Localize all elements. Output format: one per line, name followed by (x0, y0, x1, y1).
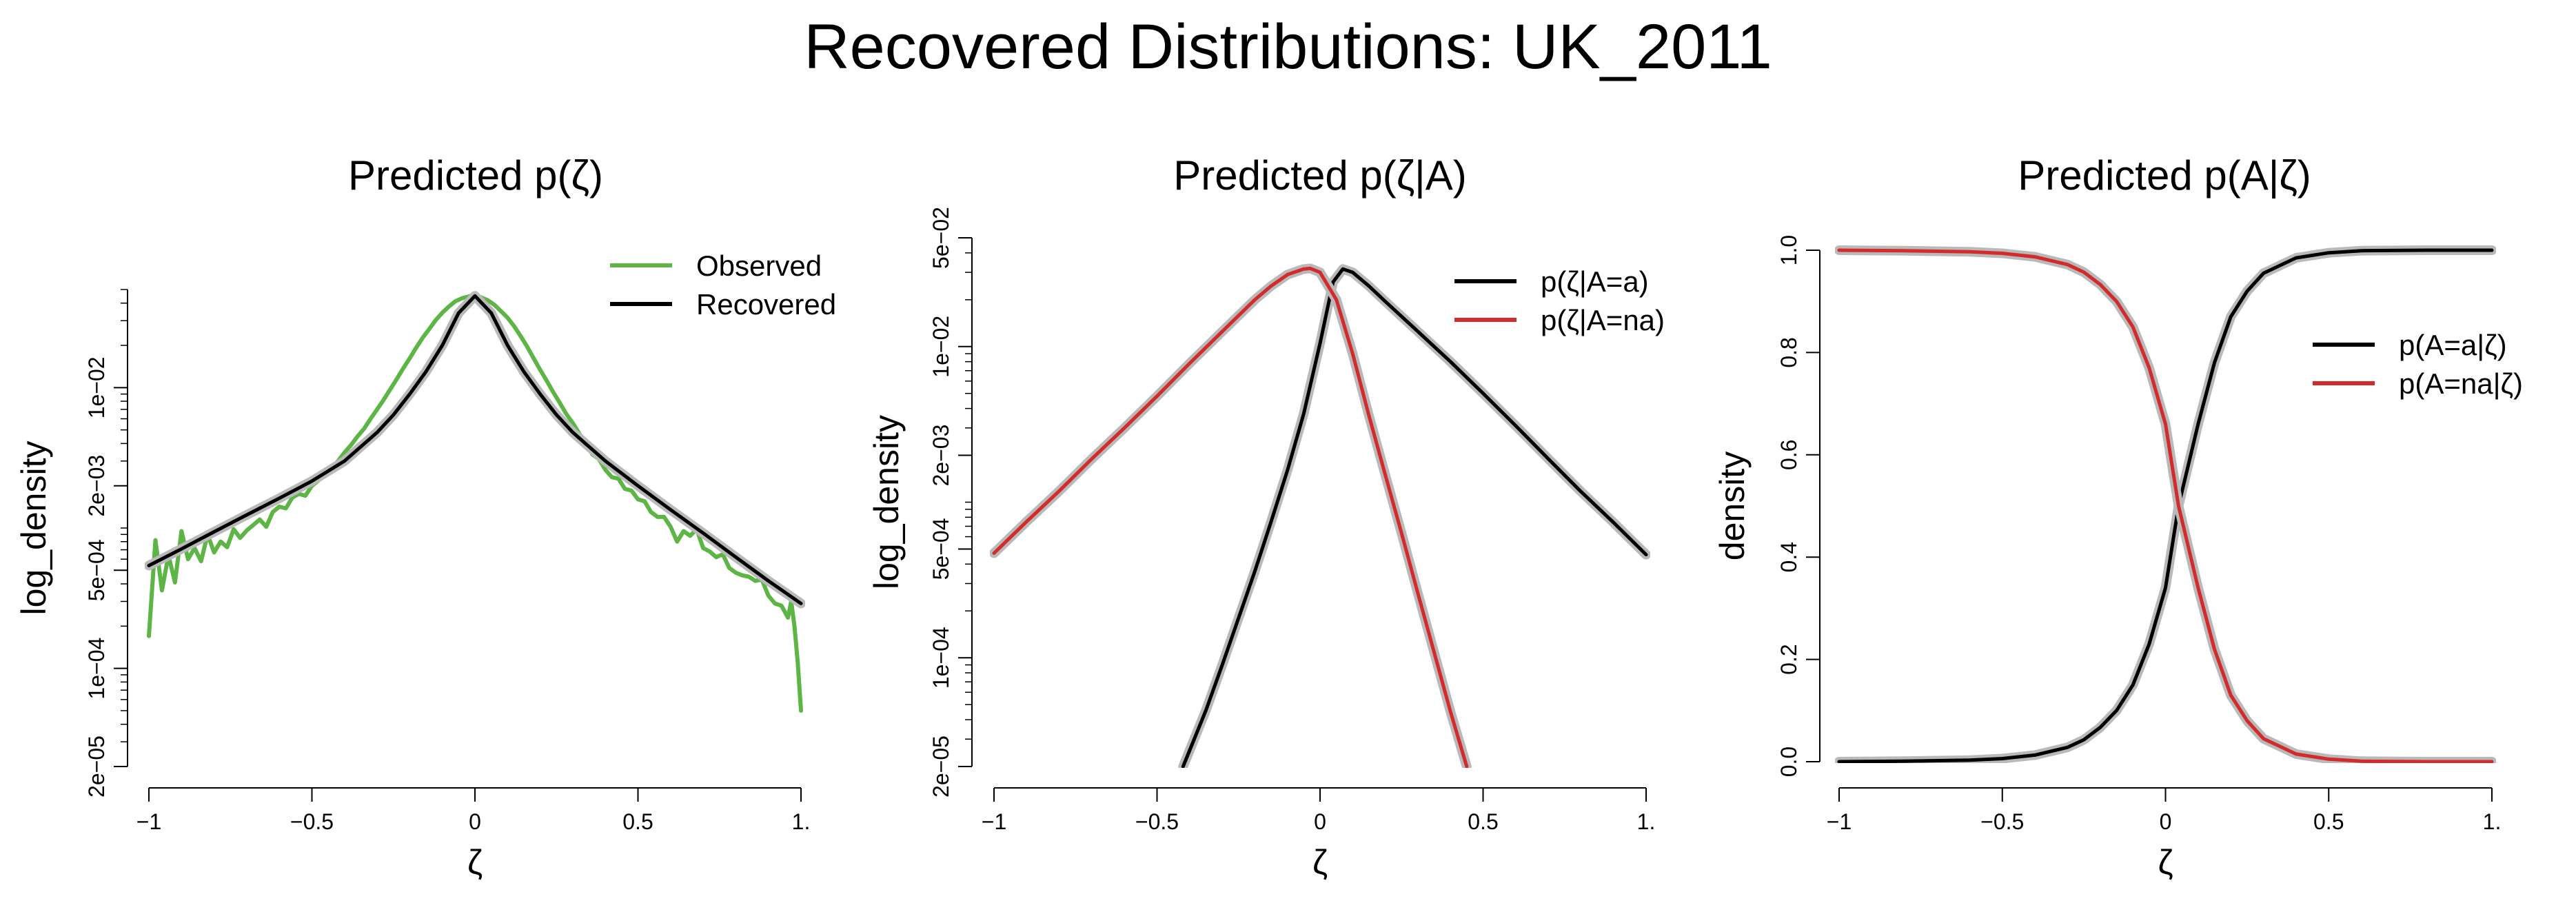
y-tick-label: 2e−03 (84, 455, 109, 517)
series-band-1 (1178, 264, 1650, 768)
x-tick-label: 0.5 (622, 809, 653, 834)
y-tick-label: 5e−02 (929, 207, 953, 269)
legend-label: Observed (696, 250, 822, 282)
x-tick-label: −1 (136, 809, 161, 834)
series-band-1 (1835, 245, 2496, 763)
chart-panel-3: Predicted p(A|ζ)0.00.20.40.60.81.0densit… (1713, 152, 2523, 882)
y-tick-label: 2e−05 (84, 735, 109, 798)
chart-panel-1: Predicted p(ζ) 2e−05 1e−04 5e−04 2e−03 1e−02 l… (14, 152, 836, 882)
y-tick-label: 1e−04 (84, 638, 109, 700)
x-tick-label: 0.5 (1468, 809, 1498, 834)
y-tick-label: 1.0 (1776, 235, 1801, 265)
x-tick-label: 0 (2160, 809, 2172, 834)
y-tick-label: 0.6 (1776, 440, 1801, 470)
legend: p(ζ|A=a) p(ζ|A=na) (1454, 265, 1665, 336)
x-tick-label: 0.5 (2313, 809, 2344, 834)
chart-title: Predicted p(ζ) (348, 152, 603, 199)
series-band-2 (1835, 245, 2496, 763)
series-line-1 (1837, 248, 2494, 763)
chart-title: Predicted p(ζ|A) (1173, 152, 1467, 199)
legend-label: p(A=na|ζ) (2399, 367, 2523, 400)
legend-label: p(ζ|A=a) (1541, 265, 1649, 298)
x-tick-label: −1 (1827, 809, 1852, 834)
y-tick-label: 1e−02 (84, 356, 109, 418)
y-tick-label: 1e−04 (929, 627, 953, 689)
y-tick-label: 0.4 (1776, 542, 1801, 572)
y-axis-label: log_density (14, 441, 53, 616)
legend-label: Recovered (696, 288, 836, 321)
x-axis-label: ζ (467, 843, 483, 882)
y-tick-label: 0.8 (1776, 337, 1801, 367)
y-axis-label: log_density (867, 415, 906, 589)
x-tick-label: 1. (1637, 809, 1656, 834)
x-tick-label: −0.5 (290, 809, 334, 834)
x-tick-label: 1. (2483, 809, 2502, 834)
legend-label: p(A=a|ζ) (2399, 329, 2507, 361)
plot-area (990, 263, 1650, 768)
series-band-2 (145, 291, 805, 609)
plot-area (145, 291, 805, 713)
y-tick-label: 0.0 (1776, 747, 1801, 777)
chart-panel-2: Predicted p(ζ|A) 2e−05 1e−04 5e−04 2e−03 1e−0… (867, 152, 1665, 882)
x-tick-label: −0.5 (1980, 809, 2024, 834)
legend: p(A=a|ζ) p(A=na|ζ) (2313, 329, 2523, 400)
x-tick-label: −0.5 (1135, 809, 1179, 834)
x-axis-label: ζ (1312, 843, 1328, 882)
legend-label: p(ζ|A=na) (1541, 304, 1665, 336)
x-axis-label: ζ (2158, 843, 2173, 882)
x-tick-label: 0 (469, 809, 481, 834)
y-tick-label: 2e−05 (929, 735, 953, 798)
series-line-1 (1181, 267, 1648, 768)
x-tick-label: 1. (792, 809, 811, 834)
plot-area (1835, 245, 2496, 763)
y-axis-label: density (1713, 452, 1752, 560)
y-tick-label: 5e−04 (84, 539, 109, 601)
series-line-1 (147, 292, 803, 713)
figure-title: Recovered Distributions: UK_2011 (804, 12, 1772, 82)
series-line-2 (147, 294, 803, 605)
chart-title: Predicted p(A|ζ) (2018, 152, 2311, 199)
series-line-2 (1837, 248, 2494, 763)
x-tick-label: 0 (1314, 809, 1326, 834)
x-tick-label: −1 (982, 809, 1006, 834)
y-tick-label: 0.2 (1776, 644, 1801, 674)
legend: Observed Recovered (610, 250, 836, 321)
series-line-2 (992, 266, 1469, 768)
y-tick-label: 2e−03 (929, 425, 953, 487)
y-tick-label: 5e−04 (929, 518, 953, 580)
y-tick-label: 1e−02 (929, 316, 953, 378)
